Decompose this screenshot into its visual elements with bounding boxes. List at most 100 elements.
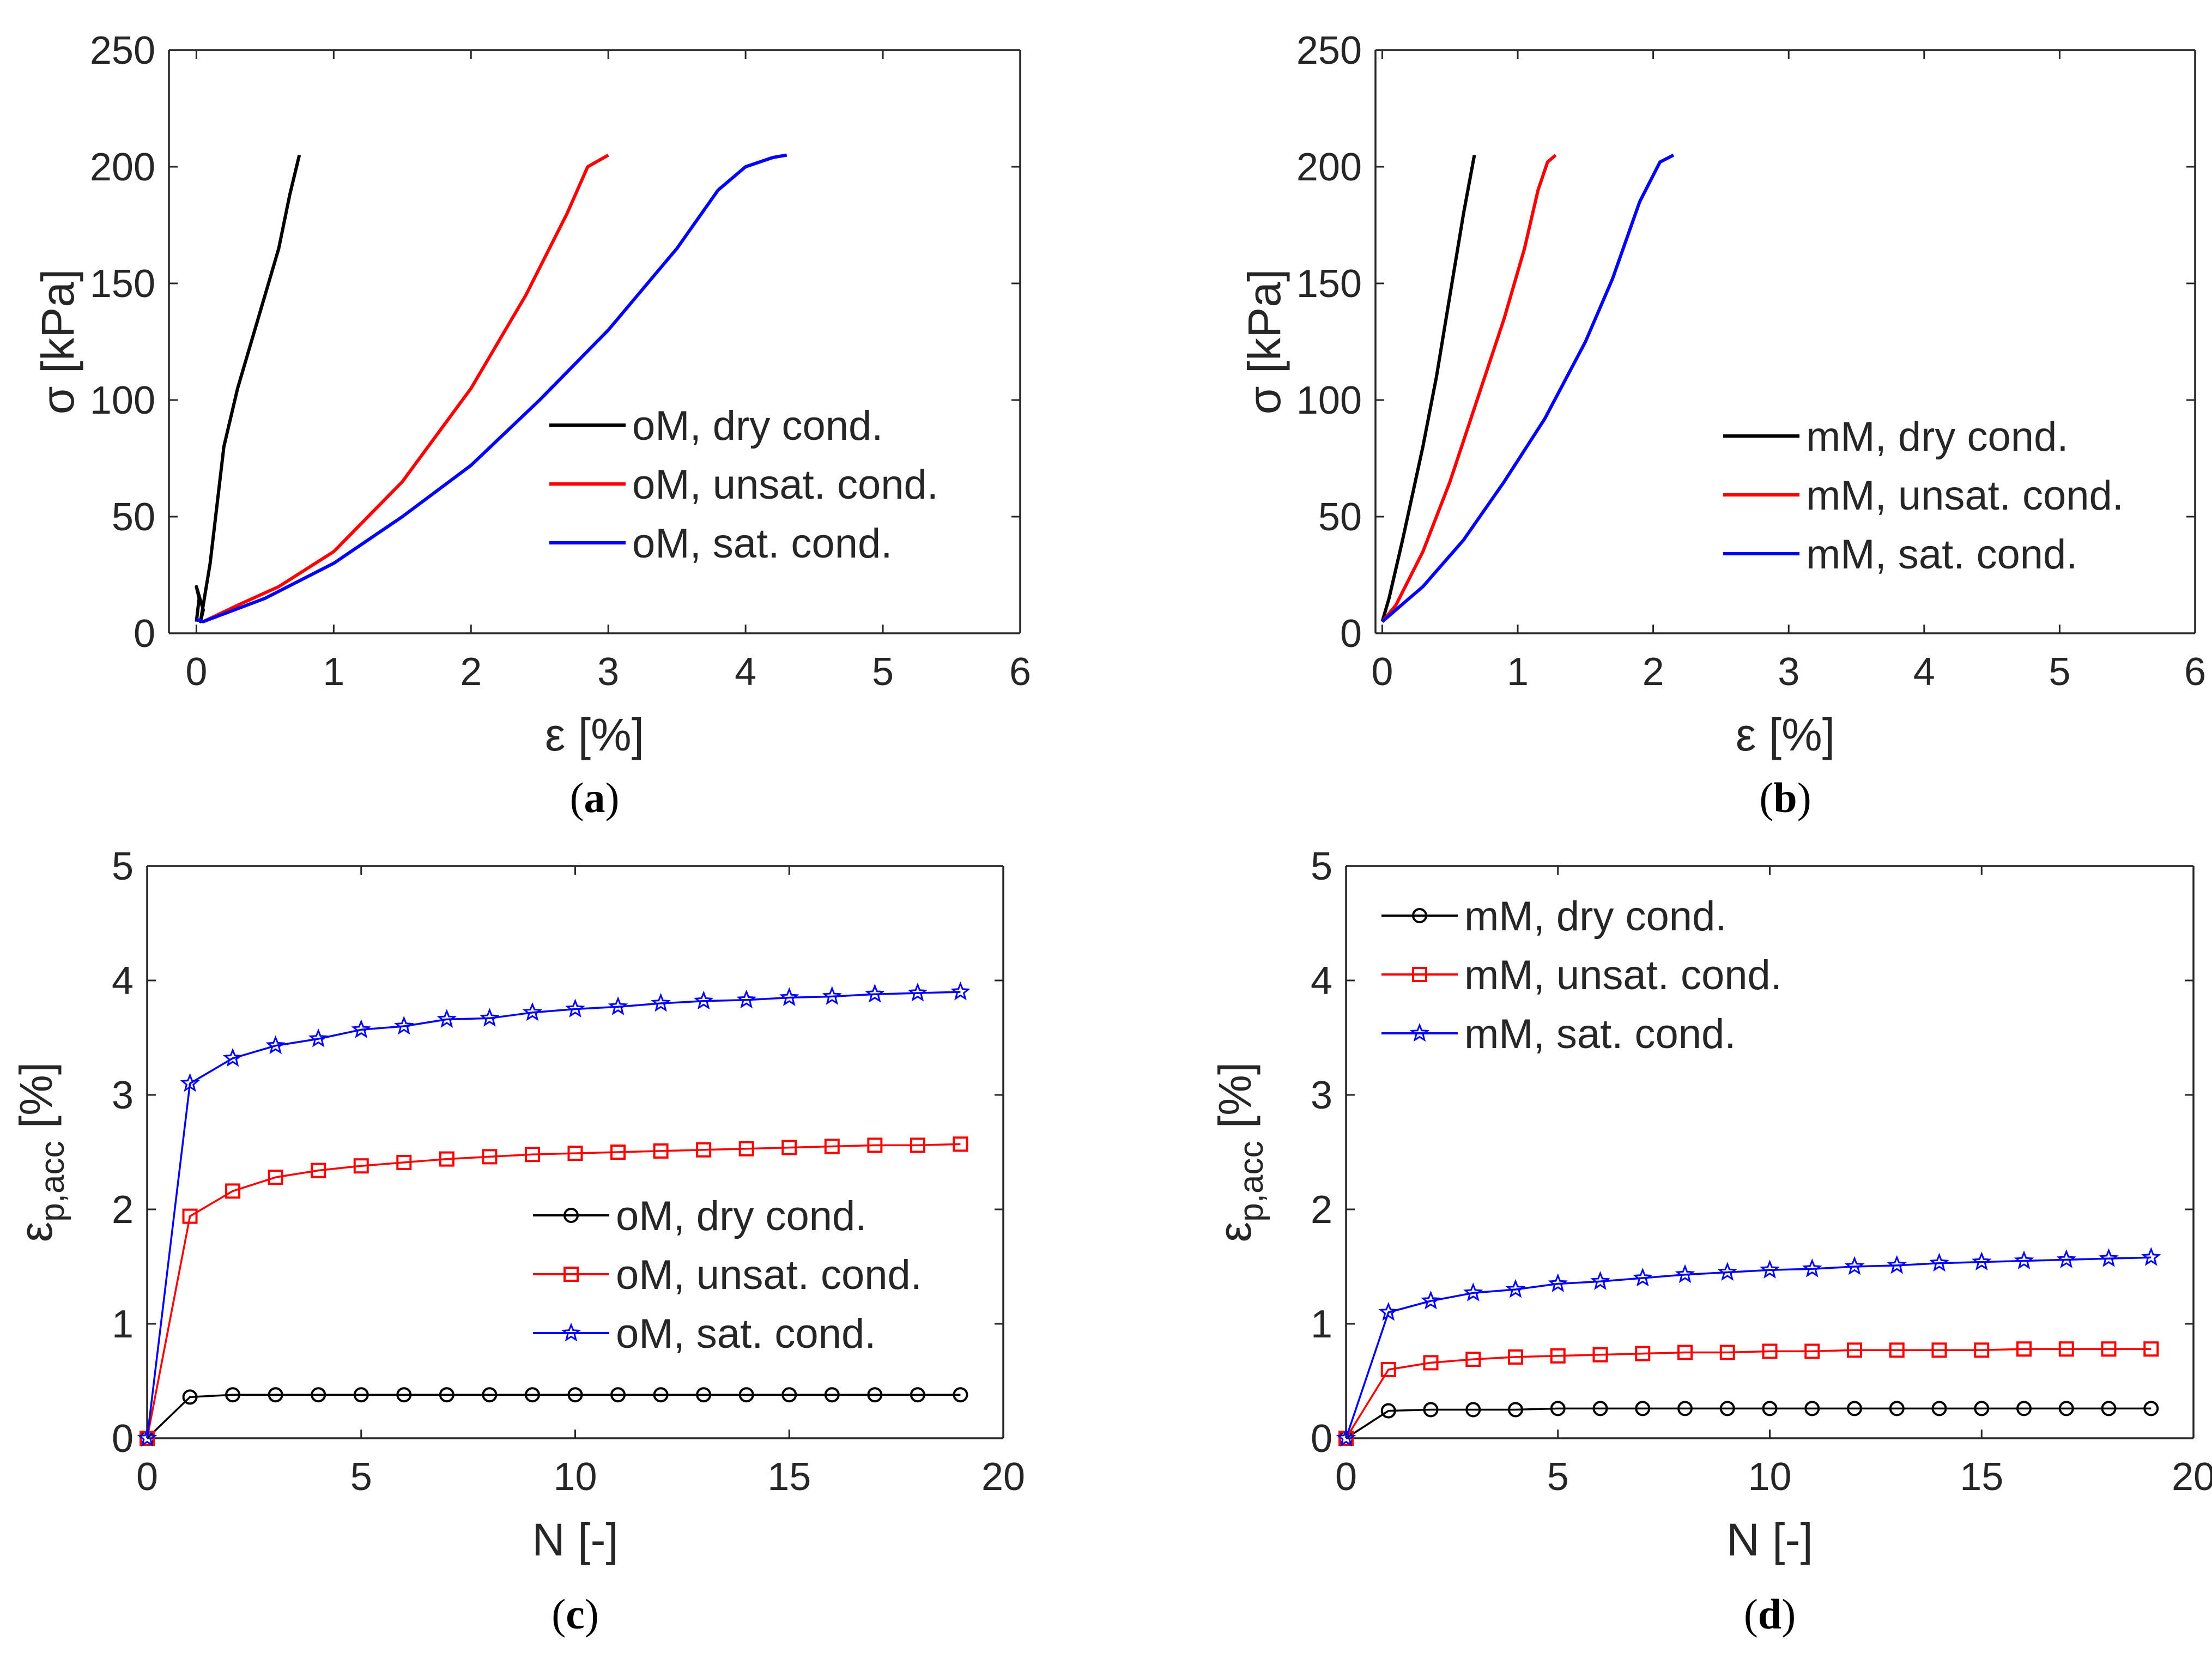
data-point <box>1887 1255 1907 1274</box>
data-point <box>524 1387 540 1403</box>
data-point <box>1548 1273 1568 1292</box>
data-point <box>1463 1282 1483 1301</box>
series-line <box>195 154 301 623</box>
y-tick-label: 100 <box>90 379 155 422</box>
series-line <box>1381 154 1557 623</box>
series-om-unsat-cond- <box>196 153 609 623</box>
series-om-sat-cond- <box>137 981 971 1447</box>
data-point <box>1931 1342 1947 1358</box>
panel-caption: (b) <box>1759 774 1811 821</box>
x-axis-label: ε [%] <box>1736 709 1835 760</box>
y-tick-label: 0 <box>1311 1417 1332 1461</box>
data-point <box>1719 1401 1735 1416</box>
x-tick-label: 5 <box>2049 650 2070 694</box>
x-tick-label: 15 <box>1960 1455 2003 1499</box>
series-mm-sat-cond- <box>1336 1247 2161 1447</box>
data-point <box>2016 1401 2032 1416</box>
legend-label: mM, sat. cond. <box>1464 1011 1736 1057</box>
x-tick-label: 3 <box>1778 650 1799 694</box>
data-point <box>2141 1247 2161 1266</box>
x-tick-label: 20 <box>981 1455 1025 1499</box>
data-point <box>822 986 843 1005</box>
legend-label: oM, dry cond. <box>632 403 883 449</box>
data-point <box>696 1142 712 1158</box>
data-point <box>781 1387 797 1403</box>
legend-marker <box>1412 967 1427 982</box>
data-point <box>2014 1250 2034 1269</box>
series-line <box>1345 1256 2152 1439</box>
data-point <box>1719 1345 1735 1360</box>
data-point <box>524 1147 540 1162</box>
y-tick-label: 2 <box>1311 1188 1332 1232</box>
data-point <box>1635 1401 1651 1416</box>
x-tick-label: 0 <box>185 650 207 694</box>
data-point <box>2016 1341 2032 1357</box>
data-point <box>1465 1402 1481 1418</box>
data-point <box>1508 1349 1523 1365</box>
panel-b-chart: 0 1 2 3 4 5 6 0 50 100 150 200 250 ε [%] σ [kPa] mM, dr… <box>1239 29 2206 821</box>
data-point <box>1802 1258 1822 1277</box>
data-point <box>308 1028 329 1047</box>
x-tick-label: 1 <box>323 650 344 694</box>
series-mm-dry-cond- <box>1380 155 1476 622</box>
x-tick-label: 3 <box>597 650 619 694</box>
series-line <box>1380 155 1476 622</box>
data-point <box>738 1141 754 1157</box>
data-point <box>182 1208 198 1224</box>
data-point <box>907 982 928 1002</box>
data-point <box>1590 1271 1610 1290</box>
data-point <box>482 1387 498 1403</box>
legend-marker <box>1412 908 1427 923</box>
data-point <box>779 987 799 1006</box>
data-point <box>824 1139 840 1154</box>
y-tick-label: 200 <box>90 146 155 189</box>
x-tick-label: 0 <box>136 1455 158 1499</box>
data-point <box>351 1019 371 1038</box>
data-point <box>1889 1342 1905 1358</box>
x-axis-label: N [-] <box>1726 1514 1813 1565</box>
data-point <box>1592 1347 1608 1363</box>
legend-marker <box>563 1267 579 1282</box>
y-tick-label: 4 <box>112 959 134 1003</box>
data-point <box>565 998 585 1018</box>
y-axis-label: εp,acc [%] <box>1209 1062 1270 1242</box>
legend: mM, dry cond. mM, unsat. cond. mM, sat. co… <box>1723 414 2124 578</box>
data-point <box>180 1073 200 1092</box>
data-point <box>1844 1256 1865 1275</box>
x-axis-label: ε [%] <box>545 709 644 760</box>
data-point <box>1889 1401 1905 1416</box>
data-point <box>1508 1402 1523 1418</box>
data-point <box>2143 1341 2159 1357</box>
legend-marker <box>561 1322 581 1342</box>
data-point <box>608 996 628 1015</box>
data-point <box>439 1387 454 1403</box>
data-point <box>1336 1427 1356 1447</box>
data-point <box>2058 1341 2074 1357</box>
data-point <box>396 1387 412 1403</box>
data-point <box>1677 1401 1693 1416</box>
data-point <box>653 1387 669 1403</box>
y-tick-label: 150 <box>90 262 155 306</box>
x-tick-label: 15 <box>767 1455 811 1499</box>
series-line <box>196 153 787 623</box>
data-point <box>1974 1342 1990 1358</box>
legend-marker <box>563 1208 579 1223</box>
y-axis-label: σ [kPa] <box>32 269 83 415</box>
data-point <box>651 992 671 1012</box>
data-point <box>137 1427 157 1447</box>
data-point <box>1675 1264 1695 1283</box>
data-point <box>1804 1343 1820 1359</box>
panel-caption: (d) <box>1744 1590 1796 1638</box>
data-point <box>567 1146 583 1161</box>
legend-label: oM, dry cond. <box>616 1193 866 1239</box>
data-point <box>1380 1403 1396 1419</box>
legend: mM, dry cond. mM, unsat. cond. mM, sat. co… <box>1381 893 1782 1057</box>
legend-label: oM, unsat. cond. <box>616 1252 922 1298</box>
data-point <box>1550 1348 1566 1364</box>
y-tick-label: 1 <box>1311 1303 1332 1346</box>
legend-label: oM, sat. cond. <box>616 1311 876 1357</box>
x-axis-label: N [-] <box>532 1514 619 1565</box>
data-point <box>1929 1252 1949 1272</box>
x-tick-label: 6 <box>1009 650 1031 694</box>
data-point <box>1847 1342 1862 1358</box>
